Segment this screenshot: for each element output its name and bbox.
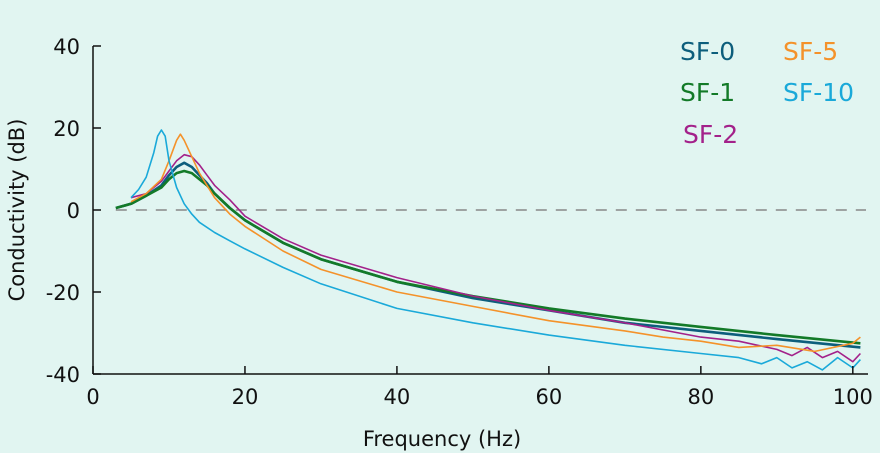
legend: SF-0 SF-1 SF-2 SF-5 SF-10 bbox=[680, 37, 854, 149]
y-tick-label: 0 bbox=[67, 199, 80, 223]
x-tick-label: 100 bbox=[833, 385, 873, 409]
series-line-sf-5 bbox=[130, 133, 861, 353]
legend-entry-sf-1: SF-1 bbox=[680, 78, 735, 107]
legend-entry-sf-0: SF-0 bbox=[680, 37, 735, 66]
y-tick-label: 40 bbox=[53, 35, 80, 59]
y-tick-label: -20 bbox=[46, 281, 80, 305]
legend-entry-sf-10: SF-10 bbox=[783, 78, 854, 107]
plot-area bbox=[115, 129, 866, 371]
x-tick-label: 80 bbox=[687, 385, 714, 409]
x-tick-label: 0 bbox=[86, 385, 99, 409]
legend-entry-sf-5: SF-5 bbox=[783, 37, 838, 66]
y-tick-label: 20 bbox=[53, 117, 80, 141]
series-line-sf-2 bbox=[130, 153, 861, 363]
x-tick-label: 60 bbox=[536, 385, 563, 409]
x-tick-label: 20 bbox=[232, 385, 259, 409]
series-line-sf-1 bbox=[115, 169, 861, 345]
series-line-sf-10 bbox=[130, 129, 861, 371]
x-axis-label: Frequency (Hz) bbox=[363, 427, 521, 451]
y-axis-label: Conductivity (dB) bbox=[5, 119, 29, 302]
y-tick-label: -40 bbox=[46, 363, 80, 387]
x-tick-label: 40 bbox=[384, 385, 411, 409]
series-line-sf-0 bbox=[115, 161, 861, 349]
legend-entry-sf-2: SF-2 bbox=[683, 120, 738, 149]
